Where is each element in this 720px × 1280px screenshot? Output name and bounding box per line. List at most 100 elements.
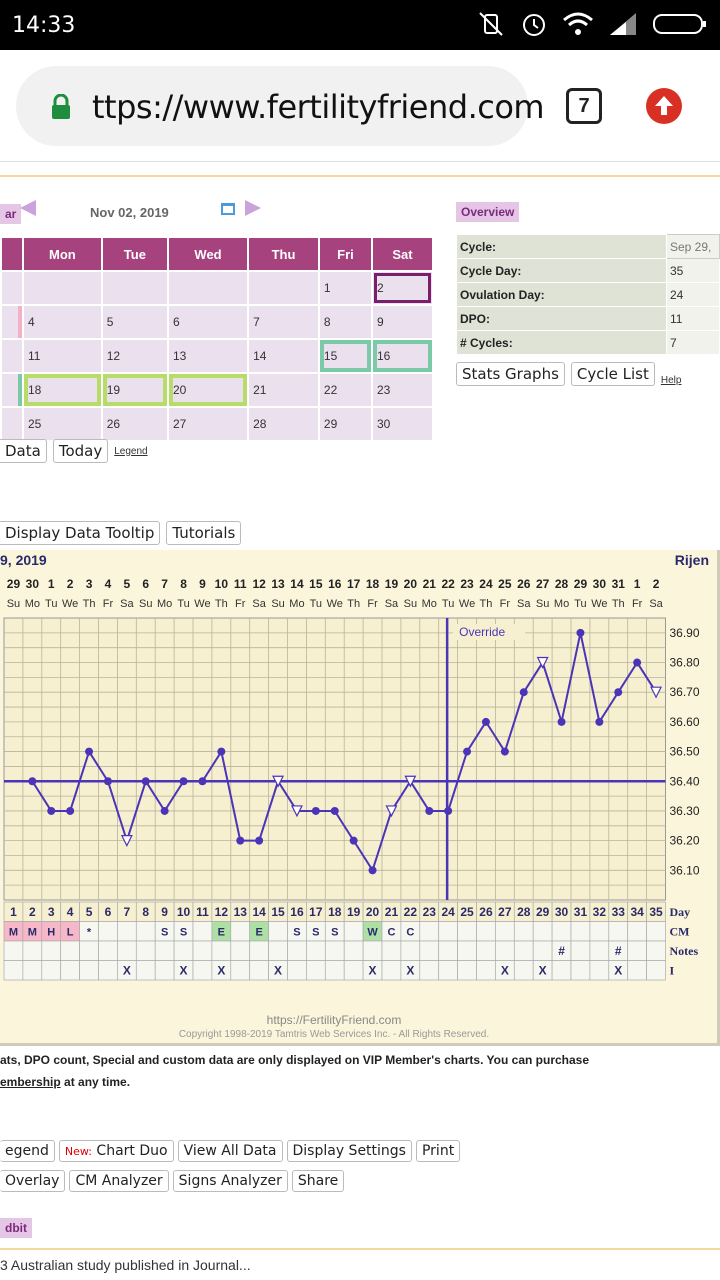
cal-cell-fertile[interactable]: 19 [100, 372, 169, 408]
article-link[interactable]: 3 Australian study published in Journal.… [0, 1257, 251, 1273]
table-cell [324, 940, 345, 961]
cal-cell[interactable] [0, 372, 24, 408]
override-bg [453, 624, 526, 640]
signs-analyzer-button[interactable]: Signs Analyzer [172, 1170, 288, 1192]
table-cell [419, 921, 440, 942]
table-cell [135, 940, 156, 961]
alarm-icon [523, 14, 545, 36]
tidbit-tag: dbit [0, 1218, 32, 1238]
date-label: 16 [328, 577, 342, 591]
share-button[interactable]: Share [291, 1170, 345, 1192]
print-button[interactable]: Print [415, 1140, 461, 1162]
cal-cell[interactable] [247, 270, 320, 306]
chart-duo-button[interactable]: New: Chart Duo [58, 1140, 174, 1162]
tab-switcher-button[interactable]: 7 [566, 88, 602, 124]
temp-point [66, 806, 75, 815]
membership-link[interactable]: embership [0, 1075, 61, 1089]
stats-graphs-button[interactable]: Stats Graphs [456, 362, 565, 386]
date-label: 21 [423, 577, 437, 591]
cm-analyzer-button[interactable]: CM Analyzer [69, 1170, 169, 1192]
weekday-label: Th [480, 598, 493, 610]
cal-cell[interactable]: 8 [317, 304, 373, 340]
date-label: 9 [199, 577, 206, 591]
cal-cell[interactable]: 21 [247, 372, 320, 408]
cal-cell[interactable]: 1 [317, 270, 373, 306]
calendar-tag[interactable]: ar [0, 204, 22, 224]
today-button[interactable]: Today [52, 439, 109, 463]
cal-cell[interactable]: 7 [247, 304, 320, 340]
cal-cell[interactable]: 13 [166, 338, 250, 374]
view-all-data-button[interactable]: View All Data [177, 1140, 283, 1162]
legend-link[interactable]: Legend [114, 445, 148, 457]
cal-cell[interactable]: 9 [370, 304, 435, 340]
table-cell [438, 940, 458, 961]
cycle-day: 34 [630, 905, 644, 919]
overlay-button[interactable]: Overlay [0, 1170, 66, 1192]
temp-point [103, 777, 112, 786]
cal-cell[interactable]: 30 [370, 406, 435, 442]
cal-cell[interactable]: 29 [317, 406, 373, 442]
cal-cell-fertile[interactable]: 15 [317, 338, 373, 374]
cal-cell[interactable] [100, 270, 169, 306]
tutorials-button[interactable]: Tutorials [166, 521, 242, 545]
weekday-label: Mo [422, 598, 437, 610]
date-label: 19 [385, 577, 399, 591]
cal-cell[interactable]: 26 [100, 406, 169, 442]
temp-point [217, 747, 226, 756]
cal-cell-fertile[interactable]: 20 [166, 372, 250, 408]
overview-value[interactable]: Sep 29, [666, 234, 720, 259]
cal-cell[interactable] [0, 304, 24, 340]
display-settings-button[interactable]: Display Settings [286, 1140, 412, 1162]
table-cell [287, 960, 307, 981]
cal-cell-today[interactable]: 2 [370, 270, 435, 306]
cal-cell[interactable]: 28 [247, 406, 320, 442]
calendar-icon[interactable] [220, 200, 236, 216]
update-button[interactable] [646, 88, 682, 124]
table-cell [438, 921, 458, 942]
cycle-day: 6 [105, 905, 112, 919]
cal-cell[interactable]: 27 [166, 406, 250, 442]
prev-month-icon[interactable] [18, 198, 38, 218]
cm-mark: E [218, 927, 225, 939]
overview-key: Cycle Day: [456, 258, 667, 283]
cycle-day: 24 [441, 905, 455, 919]
cal-cell[interactable]: 5 [100, 304, 169, 340]
cal-cell[interactable]: 4 [22, 304, 103, 340]
cal-cell-fertile[interactable]: 18 [22, 372, 103, 408]
table-cell [60, 940, 80, 961]
next-month-icon[interactable] [243, 198, 263, 218]
weekday-label: Sa [649, 598, 663, 610]
table-cell [268, 940, 288, 961]
table-cell [192, 960, 213, 981]
cal-cell-fertile[interactable]: 16 [370, 338, 435, 374]
col-head [0, 236, 24, 272]
cal-cell[interactable]: 11 [22, 338, 103, 374]
data-button[interactable]: Data [0, 439, 47, 463]
table-cell [570, 960, 591, 981]
cal-cell[interactable]: 22 [317, 372, 373, 408]
intercourse-mark: X [274, 964, 282, 978]
cal-cell[interactable]: 6 [166, 304, 250, 340]
date-label: 7 [161, 577, 168, 591]
date-label: 2 [67, 577, 74, 591]
date-label: 8 [180, 577, 187, 591]
cal-cell[interactable] [0, 406, 24, 442]
temp-line [31, 632, 657, 873]
table-cell [457, 940, 477, 961]
cal-cell[interactable] [22, 270, 103, 306]
cal-cell[interactable]: 23 [370, 372, 435, 408]
new-label: New: [64, 1145, 92, 1158]
cal-cell[interactable] [0, 338, 24, 374]
cycle-list-button[interactable]: Cycle List [570, 362, 655, 386]
cal-cell[interactable] [0, 270, 24, 306]
legend-button[interactable]: egend [0, 1140, 55, 1162]
cal-cell[interactable]: 12 [100, 338, 169, 374]
help-link[interactable]: Help [660, 375, 682, 386]
temp-point [425, 806, 434, 815]
cal-cell[interactable]: 25 [22, 406, 103, 442]
address-bar[interactable]: ttps://www.fertilityfriend.com [16, 66, 545, 146]
cal-cell[interactable] [166, 270, 250, 306]
cal-cell[interactable]: 14 [247, 338, 320, 374]
temp-point-open [120, 835, 133, 847]
display-tooltip-button[interactable]: Display Data Tooltip [0, 521, 161, 545]
